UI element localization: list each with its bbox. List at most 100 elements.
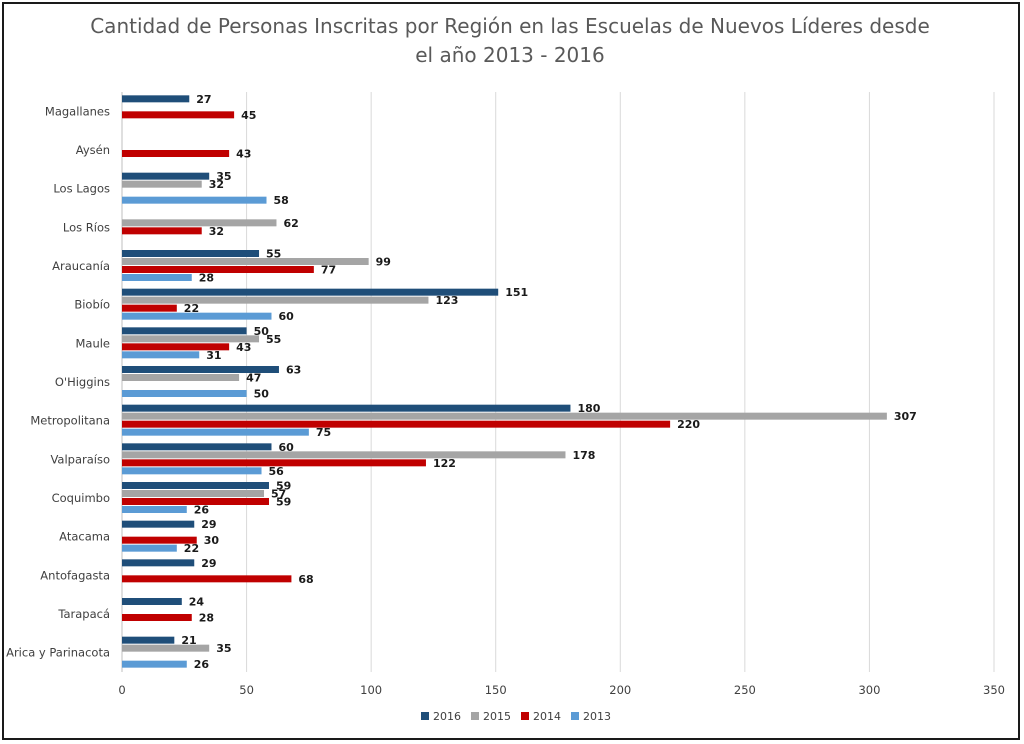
category-label: Araucanía	[52, 259, 110, 273]
category-label: Arica y Parinacota	[6, 646, 110, 660]
data-label: 30	[204, 534, 220, 547]
data-label: 27	[196, 93, 211, 106]
bar-2014	[122, 227, 202, 235]
bar-2016	[122, 636, 175, 644]
data-label: 57	[271, 488, 286, 501]
bar-2013	[122, 506, 187, 513]
x-tick-label: 200	[609, 683, 631, 697]
category-label: Atacama	[59, 530, 110, 544]
bar-2016	[122, 598, 182, 605]
bar-2015	[122, 644, 210, 652]
data-label: 32	[209, 178, 224, 191]
bar-2015	[122, 490, 265, 497]
category-label: Coquimbo	[52, 491, 110, 505]
data-label: 180	[577, 402, 600, 415]
data-label: 43	[236, 148, 251, 161]
category-label: Tarapacá	[57, 607, 110, 621]
data-label: 151	[505, 286, 528, 299]
data-label: 99	[376, 256, 391, 269]
data-label: 77	[321, 264, 336, 277]
x-tick-label: 350	[983, 683, 1005, 697]
category-label: Biobío	[74, 298, 110, 312]
bar-2014	[122, 266, 314, 273]
legend-swatch-2016	[421, 712, 429, 720]
bar-2014	[122, 459, 426, 467]
bar-2015	[122, 296, 429, 304]
bar-2014	[122, 304, 177, 312]
bar-2016	[122, 404, 571, 412]
bar-2015	[122, 335, 260, 343]
chart-title-line-1: Cantidad de Personas Inscritas por Regió…	[90, 14, 930, 38]
data-label: 32	[209, 225, 224, 238]
data-label: 29	[201, 518, 216, 531]
bar-2016	[122, 172, 210, 180]
bar-2016	[122, 520, 195, 528]
bar-2015	[122, 180, 202, 188]
x-tick-label: 300	[858, 683, 880, 697]
bar-2014	[122, 420, 671, 428]
chart-title: Cantidad de Personas Inscritas por Regió…	[0, 12, 1020, 70]
bar-2014	[122, 498, 269, 505]
data-label: 68	[298, 573, 313, 586]
category-label: O'Higgins	[55, 375, 110, 389]
legend-swatch-2015	[471, 712, 479, 720]
bar-2015	[122, 219, 277, 227]
data-label: 58	[274, 194, 289, 207]
bar-2013	[122, 390, 247, 397]
category-label: Aysén	[76, 143, 110, 157]
category-label: Los Ríos	[63, 220, 110, 234]
bar-2013	[122, 312, 272, 320]
data-label: 45	[241, 109, 256, 122]
bar-2014	[122, 575, 292, 583]
bar-2014	[122, 111, 235, 119]
legend-swatch-2013	[571, 712, 579, 720]
chart-title-line-2: el año 2013 - 2016	[415, 43, 605, 67]
legend-swatch-2014	[521, 712, 529, 720]
data-label: 62	[283, 217, 298, 230]
bar-2014	[122, 614, 192, 621]
x-tick-label: 250	[734, 683, 756, 697]
data-label: 75	[316, 426, 331, 439]
bar-2015	[122, 374, 240, 381]
bar-2013	[122, 274, 192, 281]
bar-2014	[122, 150, 230, 157]
data-label: 59	[276, 480, 291, 493]
legend-label: 2014	[533, 710, 561, 723]
data-label: 35	[216, 642, 231, 655]
bar-2016	[122, 327, 247, 335]
category-label: Metropolitana	[30, 414, 110, 428]
data-label: 122	[433, 457, 456, 470]
x-tick-label: 50	[239, 683, 254, 697]
bar-2014	[122, 536, 197, 544]
data-label: 26	[194, 504, 210, 517]
bar-2016	[122, 250, 260, 257]
bar-2013	[122, 196, 267, 204]
data-label: 59	[276, 496, 291, 509]
data-label: 55	[266, 333, 281, 346]
data-label: 43	[236, 341, 251, 354]
data-label: 21	[181, 634, 196, 647]
bar-2015	[122, 451, 566, 459]
data-label: 56	[269, 465, 285, 478]
data-label: 60	[278, 310, 294, 323]
bar-2016	[122, 559, 195, 567]
legend-label: 2016	[433, 710, 461, 723]
data-label: 50	[254, 325, 270, 338]
bar-2015	[122, 258, 369, 265]
data-label: 31	[206, 349, 221, 362]
bar-2015	[122, 412, 887, 420]
data-label: 123	[435, 294, 458, 307]
data-label: 35	[216, 170, 231, 183]
data-label: 63	[286, 364, 301, 377]
legend-label: 2013	[583, 710, 611, 723]
bar-2013	[122, 467, 262, 475]
x-tick-label: 0	[118, 683, 125, 697]
bar-2016	[122, 443, 272, 451]
x-tick-label: 100	[360, 683, 382, 697]
data-label: 307	[894, 410, 917, 423]
data-label: 24	[189, 596, 205, 609]
data-label: 22	[184, 302, 199, 315]
data-label: 22	[184, 542, 199, 555]
data-label: 60	[278, 441, 294, 454]
